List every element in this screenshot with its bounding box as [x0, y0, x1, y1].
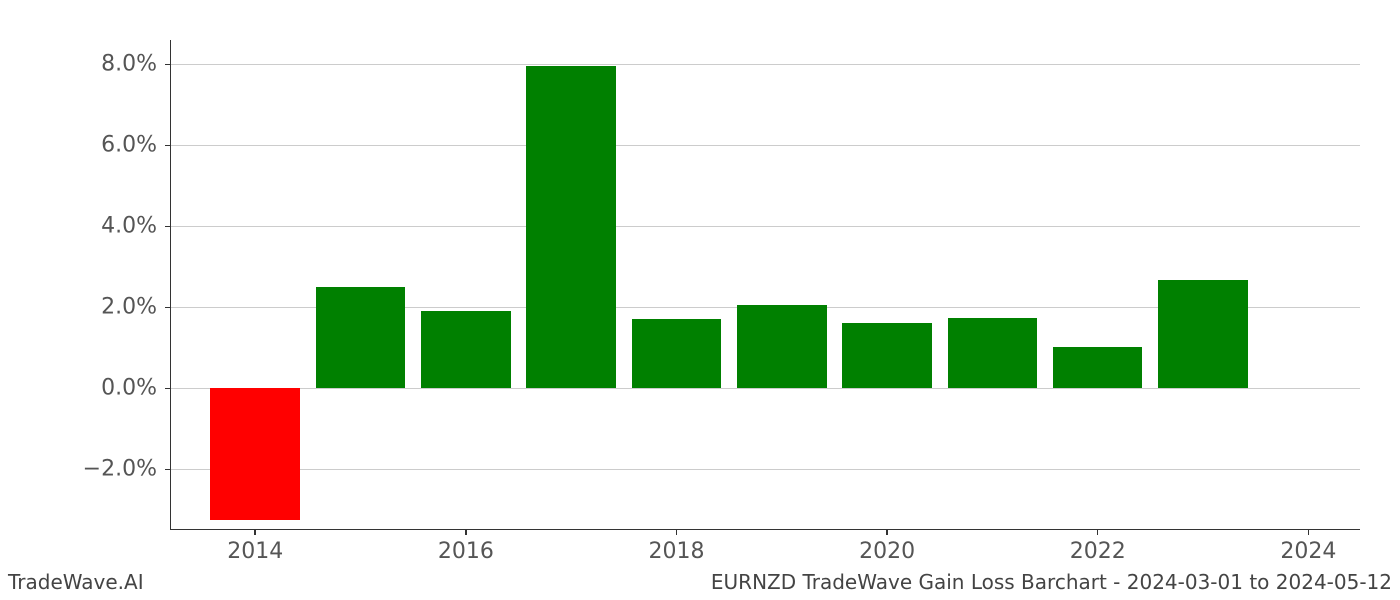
- ytick-mark: [165, 388, 171, 390]
- xtick-label: 2014: [227, 539, 283, 564]
- footer-right-text: EURNZD TradeWave Gain Loss Barchart - 20…: [711, 570, 1392, 594]
- ytick-label: 2.0%: [101, 295, 157, 320]
- xtick-label: 2022: [1070, 539, 1126, 564]
- ytick-mark: [165, 469, 171, 471]
- ytick-label: 6.0%: [101, 133, 157, 158]
- gridline: [171, 388, 1360, 389]
- footer-left-text: TradeWave.AI: [8, 570, 144, 594]
- xtick-mark: [1308, 529, 1310, 535]
- bar: [737, 305, 827, 388]
- bar: [421, 311, 511, 388]
- xtick-mark: [465, 529, 467, 535]
- bar: [632, 319, 722, 389]
- gridline: [171, 145, 1360, 146]
- bar: [1053, 347, 1143, 388]
- ytick-mark: [165, 145, 171, 147]
- xtick-label: 2024: [1280, 539, 1336, 564]
- bar: [526, 66, 616, 388]
- gridline: [171, 469, 1360, 470]
- xtick-mark: [676, 529, 678, 535]
- ytick-label: 8.0%: [101, 52, 157, 77]
- ytick-label: 4.0%: [101, 214, 157, 239]
- xtick-label: 2020: [859, 539, 915, 564]
- gridline: [171, 64, 1360, 65]
- ytick-label: −2.0%: [83, 457, 157, 482]
- ytick-mark: [165, 64, 171, 66]
- xtick-mark: [254, 529, 256, 535]
- plot-area: −2.0%0.0%2.0%4.0%6.0%8.0%201420162018202…: [170, 40, 1360, 530]
- xtick-label: 2018: [648, 539, 704, 564]
- xtick-label: 2016: [438, 539, 494, 564]
- gridline: [171, 226, 1360, 227]
- chart-container: −2.0%0.0%2.0%4.0%6.0%8.0%201420162018202…: [170, 40, 1360, 530]
- ytick-label: 0.0%: [101, 376, 157, 401]
- xtick-mark: [886, 529, 888, 535]
- bar: [948, 318, 1038, 388]
- xtick-mark: [1097, 529, 1099, 535]
- bar: [842, 323, 932, 388]
- bar: [210, 388, 300, 520]
- ytick-mark: [165, 226, 171, 228]
- bar: [1158, 280, 1248, 389]
- bar: [316, 287, 406, 388]
- ytick-mark: [165, 307, 171, 309]
